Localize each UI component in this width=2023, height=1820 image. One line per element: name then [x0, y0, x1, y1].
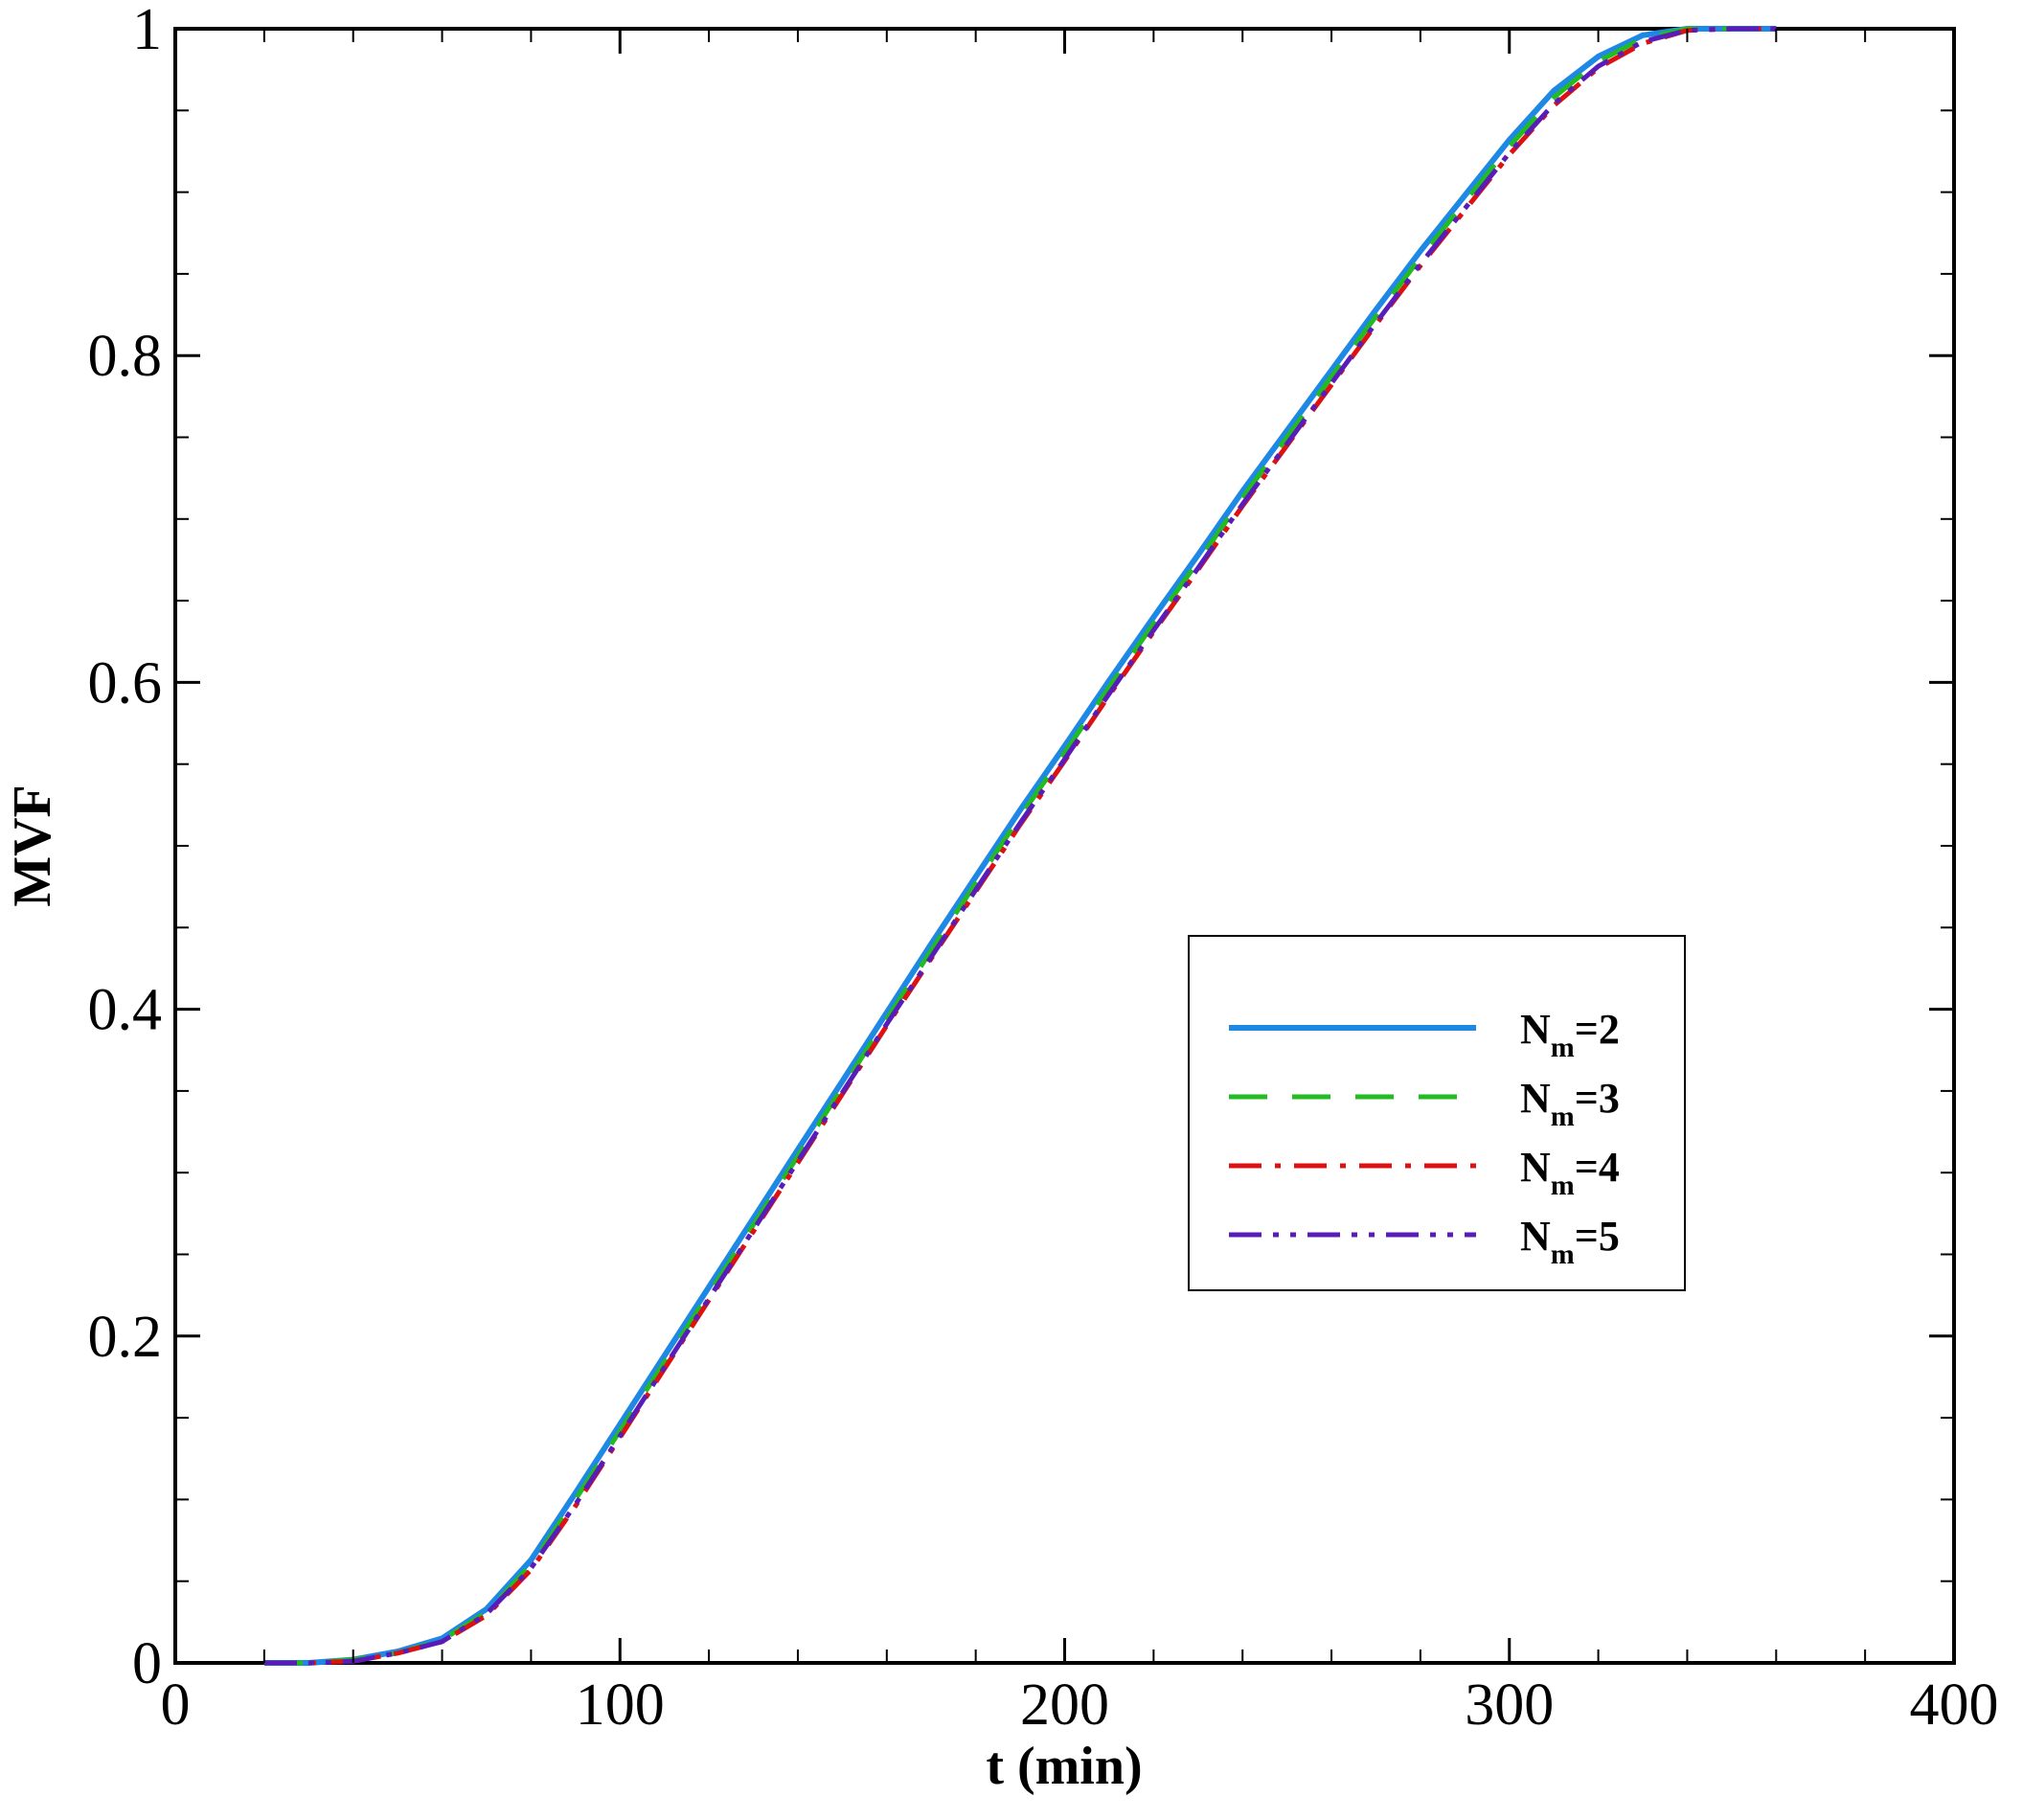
- ticks-layer: [173, 27, 1956, 1665]
- y-tick-label: 0.6: [88, 650, 163, 716]
- y-tick-label: 1: [132, 0, 162, 62]
- y-tick-label: 0.8: [88, 324, 163, 389]
- x-tick-label: 400: [1910, 1672, 1999, 1738]
- series-line-4: [263, 26, 1777, 1666]
- legend-entries: Nm=2 Nm=3 Nm=4 Nm=5: [1229, 1006, 1620, 1270]
- x-axis-title: t (min): [986, 1737, 1142, 1796]
- legend-box: [1188, 935, 1686, 1291]
- legend-label-3: Nm=4: [1520, 1144, 1620, 1201]
- y-tick-label: 0: [132, 1631, 162, 1696]
- legend-label-4: Nm=5: [1520, 1213, 1620, 1270]
- y-axis-title: MVF: [3, 785, 62, 907]
- legend: Nm=2 Nm=3 Nm=4 Nm=5: [1188, 935, 1686, 1291]
- legend-label-1: Nm=2: [1520, 1006, 1620, 1063]
- series-line-2: [263, 26, 1777, 1666]
- series-layer: [263, 26, 1777, 1666]
- series-line-1: [263, 26, 1777, 1666]
- plot-frame: [173, 27, 1956, 1665]
- x-tick-label: 200: [1020, 1672, 1109, 1738]
- series-line-3: [263, 26, 1777, 1666]
- x-tick-label: 0: [161, 1672, 191, 1738]
- y-tick-label: 0.2: [88, 1305, 163, 1370]
- x-tick-label: 300: [1465, 1672, 1554, 1738]
- legend-label-2: Nm=3: [1520, 1075, 1620, 1132]
- x-tick-label: 100: [576, 1672, 665, 1738]
- y-tick-label: 0.4: [88, 978, 163, 1043]
- tick-labels: 0 100 200 300 400 0 0.2 0.4 0.6 0.8 1: [88, 0, 1999, 1738]
- plot-area: [173, 26, 1956, 1666]
